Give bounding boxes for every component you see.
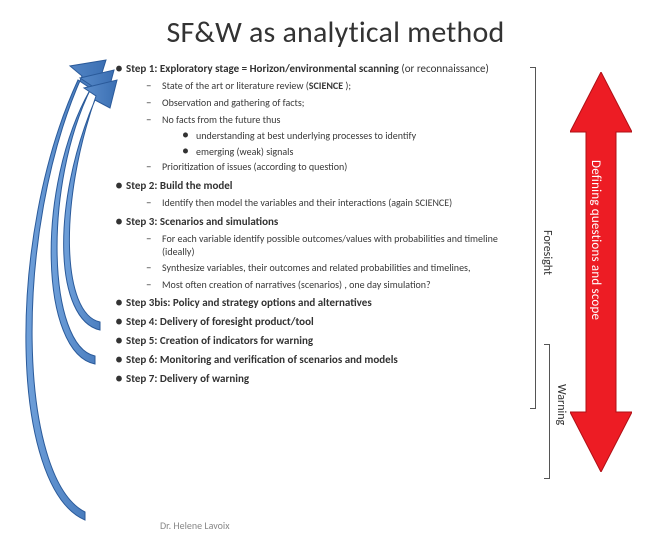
step-label: Step 5: Creation of indicators for warni… xyxy=(126,334,313,349)
bullet-icon: • xyxy=(112,353,126,366)
bracket-warning-label: Warning xyxy=(554,384,568,425)
bracket-foresight xyxy=(530,67,536,409)
bracket-foresight-label: Foresight xyxy=(540,230,554,275)
subsub-text: understanding at best underlying process… xyxy=(196,129,416,143)
steps-list: •Step 1: Exploratory stage = Horizon/env… xyxy=(112,62,522,391)
step-item: •Step 1: Exploratory stage = Horizon/env… xyxy=(112,62,522,175)
step-item: •Step 5: Creation of indicators for warn… xyxy=(112,334,522,349)
sub-text: Prioritization of issues (according to q… xyxy=(162,160,347,174)
sub-text: No facts from the future thus xyxy=(162,113,280,127)
sub-text: Identify then model the variables and th… xyxy=(162,196,452,210)
bullet-icon: • xyxy=(112,372,126,385)
sub-item: –Most often creation of narratives (scen… xyxy=(146,278,522,293)
step-item: •Step 6: Monitoring and verification of … xyxy=(112,353,522,368)
bullet-icon: • xyxy=(112,334,126,347)
bullet-icon: • xyxy=(112,296,126,309)
sub-item: –Synthesize variables, their outcomes an… xyxy=(146,261,522,276)
sub-text: Synthesize variables, their outcomes and… xyxy=(162,261,470,275)
sub-item: –Observation and gathering of facts; xyxy=(146,96,522,111)
subsub-item: •emerging (weak) signals xyxy=(182,145,522,159)
dash-icon: – xyxy=(146,113,162,128)
sub-text: Most often creation of narratives (scena… xyxy=(162,278,431,292)
step-item: •Step 7: Delivery of warning xyxy=(112,372,522,387)
sub-item: –State of the art or literature review (… xyxy=(146,79,522,94)
bullet-icon: • xyxy=(182,129,196,140)
step-label: Step 3: Scenarios and simulations xyxy=(126,215,278,230)
bullet-icon: • xyxy=(112,62,126,75)
dash-icon: – xyxy=(146,278,162,293)
sub-text: Observation and gathering of facts; xyxy=(162,96,304,110)
page-title: SF&W as analytical method xyxy=(0,0,671,59)
step-item: •Step 3bis: Policy and strategy options … xyxy=(112,296,522,311)
sub-item: –No facts from the future thus xyxy=(146,113,522,128)
blue-feedback-arrows xyxy=(0,58,130,528)
dash-icon: – xyxy=(146,96,162,111)
footer-credit: Dr. Helene Lavoix xyxy=(160,519,230,532)
step-label: Step 3bis: Policy and strategy options a… xyxy=(126,296,372,311)
sub-text: For each variable identify possible outc… xyxy=(162,232,522,259)
step-label: Step 7: Delivery of warning xyxy=(126,372,249,387)
subsub-text: emerging (weak) signals xyxy=(196,145,293,159)
bracket-warning xyxy=(544,344,550,479)
dash-icon: – xyxy=(146,196,162,211)
red-arrow-label: Defining questions and scope xyxy=(588,160,603,320)
bullet-icon: • xyxy=(112,179,126,192)
subsub-item: •understanding at best underlying proces… xyxy=(182,129,522,143)
bullet-icon: • xyxy=(112,215,126,228)
sub-text: State of the art or literature review (S… xyxy=(162,79,351,93)
dash-icon: – xyxy=(146,79,162,94)
step-label: Step 1: Exploratory stage = Horizon/envi… xyxy=(126,62,489,77)
dash-icon: – xyxy=(146,232,162,247)
step-item: •Step 2: Build the model –Identify then m… xyxy=(112,179,522,211)
bullet-icon: • xyxy=(182,145,196,156)
sub-item: –For each variable identify possible out… xyxy=(146,232,522,259)
step-item: •Step 4: Delivery of foresight product/t… xyxy=(112,315,522,330)
step-label: Step 2: Build the model xyxy=(126,179,233,194)
dash-icon: – xyxy=(146,261,162,276)
step-label: Step 6: Monitoring and verification of s… xyxy=(126,353,398,368)
step-label: Step 4: Delivery of foresight product/to… xyxy=(126,315,314,330)
sub-item: –Identify then model the variables and t… xyxy=(146,196,522,211)
dash-icon: – xyxy=(146,160,162,175)
sub-item: –Prioritization of issues (according to … xyxy=(146,160,522,175)
bullet-icon: • xyxy=(112,315,126,328)
step-item: •Step 3: Scenarios and simulations–For e… xyxy=(112,215,522,293)
